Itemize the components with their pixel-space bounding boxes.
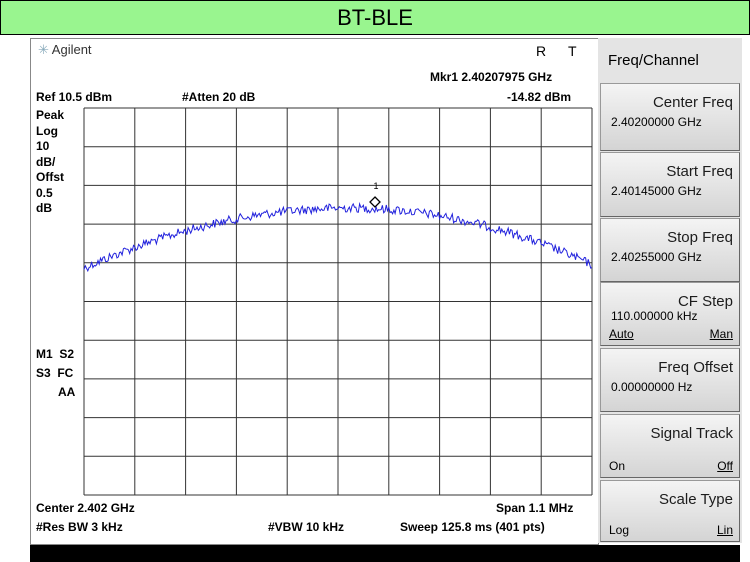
softkey-option: Off: [717, 459, 733, 473]
softkey-option: Auto: [609, 327, 634, 341]
softkey[interactable]: Center Freq 2.40200000 GHz: [600, 83, 740, 151]
softkey-label: Freq Offset: [658, 359, 733, 376]
left-label: Peak: [36, 108, 65, 122]
attenuation: #Atten 20 dB: [182, 90, 256, 104]
left-label: 10: [36, 139, 50, 153]
indicator-t: T: [568, 43, 577, 59]
res-bw: #Res BW 3 kHz: [36, 520, 123, 534]
graticule: [83, 107, 593, 496]
softkey[interactable]: Freq Offset 0.00000000 Hz: [600, 348, 740, 412]
softkey-label: Start Freq: [666, 163, 733, 180]
marker: [369, 196, 381, 208]
softkey-label: Center Freq: [652, 94, 733, 111]
softkey-option: Log: [609, 523, 630, 537]
softkey-option: On: [609, 459, 626, 473]
left-label: dB/: [36, 154, 56, 169]
ref-level: Ref 10.5 dBm: [36, 90, 113, 104]
left-label: 0.5: [36, 185, 53, 200]
brand: ✳ Agilent: [38, 42, 92, 57]
softkey-label: CF Step: [677, 293, 733, 310]
vbw: #VBW 10 kHz: [268, 520, 345, 534]
left-label: M1 S2: [36, 347, 75, 361]
softkey-label: Scale Type: [659, 491, 733, 508]
softkey[interactable]: Stop Freq 2.40255000 GHz: [600, 218, 740, 282]
left-label: Log: [36, 123, 58, 138]
left-label: S3 FC: [36, 366, 74, 380]
softkey-value: 0.00000000 Hz: [611, 380, 693, 394]
marker-readout: Mkr1 2.40207975 GHz: [430, 70, 553, 84]
softkey[interactable]: CF Step 110.000000 kHz Auto Man: [600, 282, 740, 346]
marker-number: 1: [373, 181, 378, 191]
softkey-label: Signal Track: [650, 425, 733, 442]
trace: [83, 201, 593, 273]
title-bar: BT-BLE: [0, 0, 750, 35]
softkey[interactable]: Scale Type Log Lin: [600, 480, 740, 542]
left-label: AA: [58, 385, 76, 399]
span: Span 1.1 MHz: [496, 501, 574, 515]
left-label: dB: [36, 201, 52, 215]
softkey[interactable]: Signal Track On Off: [600, 414, 740, 478]
analyzer-screen: [30, 38, 599, 545]
status-bar: [30, 545, 740, 562]
softkey-label: Stop Freq: [667, 229, 733, 246]
softkey-option: Lin: [716, 523, 733, 537]
softkey-value: 2.40200000 GHz: [611, 115, 702, 129]
softkey-option: Man: [709, 327, 733, 341]
brand-text: Agilent: [51, 42, 92, 57]
center-freq: Center 2.402 GHz: [36, 501, 135, 515]
softkey-value: 2.40145000 GHz: [611, 184, 702, 198]
softkey-value: 110.000000 kHz: [611, 309, 698, 323]
left-label: Offst: [36, 170, 64, 184]
menu-title: Freq/Channel: [608, 52, 699, 69]
softkey[interactable]: Start Freq 2.40145000 GHz: [600, 152, 740, 217]
softkey-value: 2.40255000 GHz: [611, 250, 702, 264]
sweep: Sweep 125.8 ms (401 pts): [400, 520, 545, 534]
softkey-panel: Freq/Channel Center Freq 2.40200000 GHz St…: [598, 38, 742, 543]
marker-level: -14.82 dBm: [507, 90, 572, 104]
indicator-r: R: [536, 43, 547, 59]
